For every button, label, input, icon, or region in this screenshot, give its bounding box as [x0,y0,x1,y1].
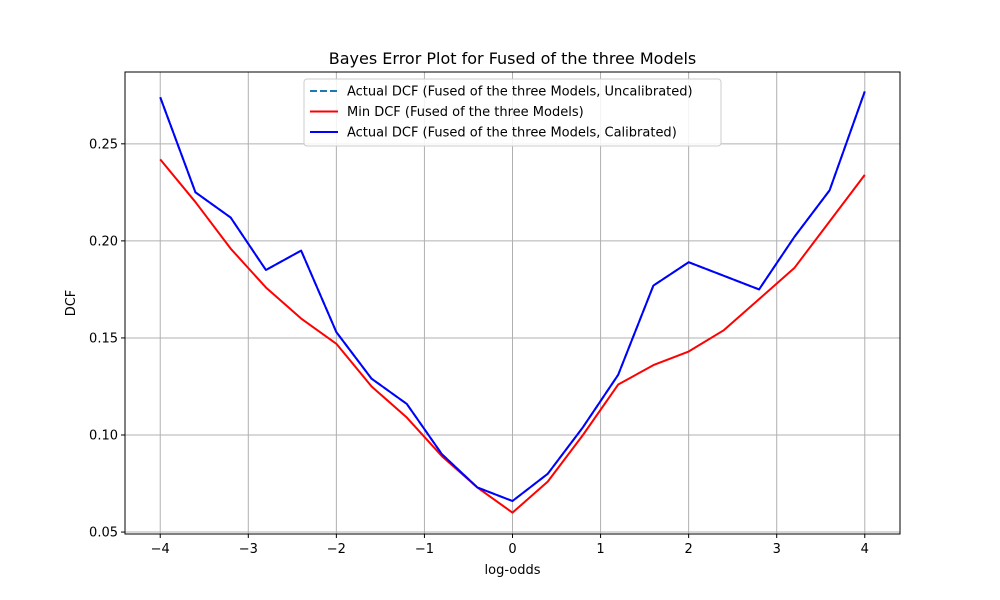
y-tick-label: 0.20 [89,234,118,249]
legend-label-3: Actual DCF (Fused of the three Models, C… [347,126,677,141]
x-tick-label: −2 [327,542,346,557]
legend-box [303,78,722,147]
x-tick-label: 2 [684,542,692,557]
y-axis-label: DCF [64,290,79,317]
legend-items: Actual DCF (Fused of the three Models, U… [310,85,693,141]
x-tick-label: 1 [596,542,604,557]
x-axis-label: log-odds [485,563,541,578]
x-tick-label: −1 [415,542,434,557]
legend-label-2: Min DCF (Fused of the three Models) [347,105,584,120]
x-tick-label: −4 [151,542,170,557]
legend-label-1: Actual DCF (Fused of the three Models, U… [347,85,693,100]
series-line-2 [159,158,866,514]
y-tick-label: 0.25 [89,137,118,152]
x-tick-label: −3 [239,542,258,557]
x-axis-ticks: −4 −3 −2 −1 0 1 2 3 4 [151,534,869,557]
x-tick-label: 4 [861,542,869,557]
y-tick-label: 0.10 [89,429,118,444]
legend: Actual DCF (Fused of the three Models, U… [303,78,722,147]
series-lines [159,91,866,514]
chart-title: Bayes Error Plot for Fused of the three … [329,49,696,68]
y-tick-label: 0.15 [89,331,118,346]
y-axis-ticks: 0.05 0.10 0.15 0.20 0.25 [89,137,125,541]
y-tick-label: 0.05 [89,526,118,541]
x-tick-label: 3 [773,542,781,557]
x-tick-label: 0 [508,542,516,557]
series-line-3 [159,91,866,502]
